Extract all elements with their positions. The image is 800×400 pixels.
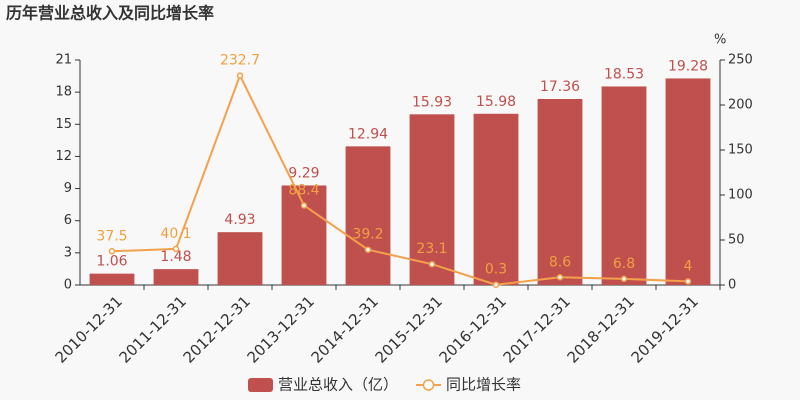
x-tick-label: 2018-12-31 bbox=[564, 292, 638, 366]
legend-swatch bbox=[248, 378, 273, 392]
x-tick-label: 2014-12-31 bbox=[308, 292, 382, 366]
y-tick-label: 0 bbox=[64, 278, 72, 293]
x-tick-label: 2010-12-31 bbox=[52, 292, 126, 366]
legend-label: 同比增长率 bbox=[446, 376, 521, 394]
y-tick-label: 3 bbox=[64, 245, 72, 260]
line-value-label: 37.5 bbox=[96, 228, 127, 244]
y2-axis-label: % bbox=[714, 33, 726, 48]
bar bbox=[153, 269, 199, 285]
bar bbox=[409, 114, 455, 285]
x-tick-label: 2017-12-31 bbox=[500, 292, 574, 366]
y2-tick-label: 250 bbox=[728, 53, 753, 68]
line-value-label: 232.7 bbox=[220, 53, 260, 69]
line-point bbox=[684, 278, 692, 285]
x-tick-label: 2019-12-31 bbox=[628, 292, 702, 366]
bar bbox=[89, 273, 135, 285]
y2-tick-label: 0 bbox=[728, 278, 736, 293]
line-point bbox=[108, 248, 116, 255]
bar-value-label: 18.53 bbox=[604, 66, 644, 82]
legend-label: 营业总收入（亿） bbox=[278, 376, 398, 394]
bar-value-label: 19.28 bbox=[668, 58, 708, 74]
line-point bbox=[492, 281, 500, 288]
bar bbox=[217, 232, 263, 285]
y-tick-label: 9 bbox=[64, 181, 72, 196]
y-tick-label: 21 bbox=[55, 53, 72, 68]
y-tick-label: 18 bbox=[55, 85, 72, 100]
line-point bbox=[300, 202, 308, 209]
y2-tick-label: 50 bbox=[728, 233, 745, 248]
line-value-label: 40.1 bbox=[160, 226, 191, 242]
line bbox=[111, 73, 689, 286]
x-tick-label: 2011-12-31 bbox=[116, 292, 190, 366]
bar-value-label: 1.48 bbox=[160, 249, 191, 265]
y2-tick-label: 200 bbox=[728, 98, 753, 113]
bar-value-label: 4.93 bbox=[224, 212, 255, 228]
line-point bbox=[364, 246, 372, 253]
bar-value-label: 15.98 bbox=[476, 94, 516, 110]
line-value-label: 88.4 bbox=[288, 182, 319, 198]
bar-value-label: 12.94 bbox=[348, 126, 388, 142]
bar bbox=[473, 113, 519, 286]
bar-value-label: 15.93 bbox=[412, 94, 452, 110]
line-value-label: 6.8 bbox=[613, 256, 635, 272]
bar bbox=[601, 86, 647, 285]
y2-tick-label: 100 bbox=[728, 188, 753, 203]
line-value-label: 23.1 bbox=[416, 241, 447, 257]
line-point bbox=[428, 260, 436, 268]
y2-tick-label: 150 bbox=[728, 143, 753, 158]
y-tick-label: 12 bbox=[55, 149, 72, 164]
bar bbox=[281, 185, 327, 285]
y-tick-label: 15 bbox=[55, 117, 72, 132]
line-value-label: 8.6 bbox=[549, 254, 571, 270]
line-point bbox=[236, 72, 244, 79]
x-tick-label: 2013-12-31 bbox=[244, 292, 318, 366]
line-point bbox=[620, 275, 628, 283]
chart-title: 历年营业总收入及同比增长率 bbox=[6, 4, 214, 23]
bar-value-label: 1.06 bbox=[96, 254, 127, 270]
legend-swatch-point bbox=[422, 379, 435, 391]
line-value-label: 4 bbox=[684, 258, 693, 274]
line-value-label: 0.3 bbox=[485, 262, 507, 278]
x-tick-label: 2012-12-31 bbox=[180, 292, 254, 366]
bar bbox=[537, 99, 583, 285]
bar-value-label: 9.29 bbox=[288, 165, 319, 181]
line-point bbox=[556, 274, 564, 281]
x-tick-label: 2015-12-31 bbox=[372, 292, 446, 366]
y-tick-label: 6 bbox=[64, 213, 72, 228]
bar bbox=[345, 146, 391, 285]
line-point bbox=[172, 245, 180, 253]
bar-value-label: 17.36 bbox=[540, 79, 580, 95]
x-tick-label: 2016-12-31 bbox=[436, 292, 510, 366]
line-value-label: 39.2 bbox=[352, 227, 383, 243]
bar bbox=[665, 78, 711, 285]
